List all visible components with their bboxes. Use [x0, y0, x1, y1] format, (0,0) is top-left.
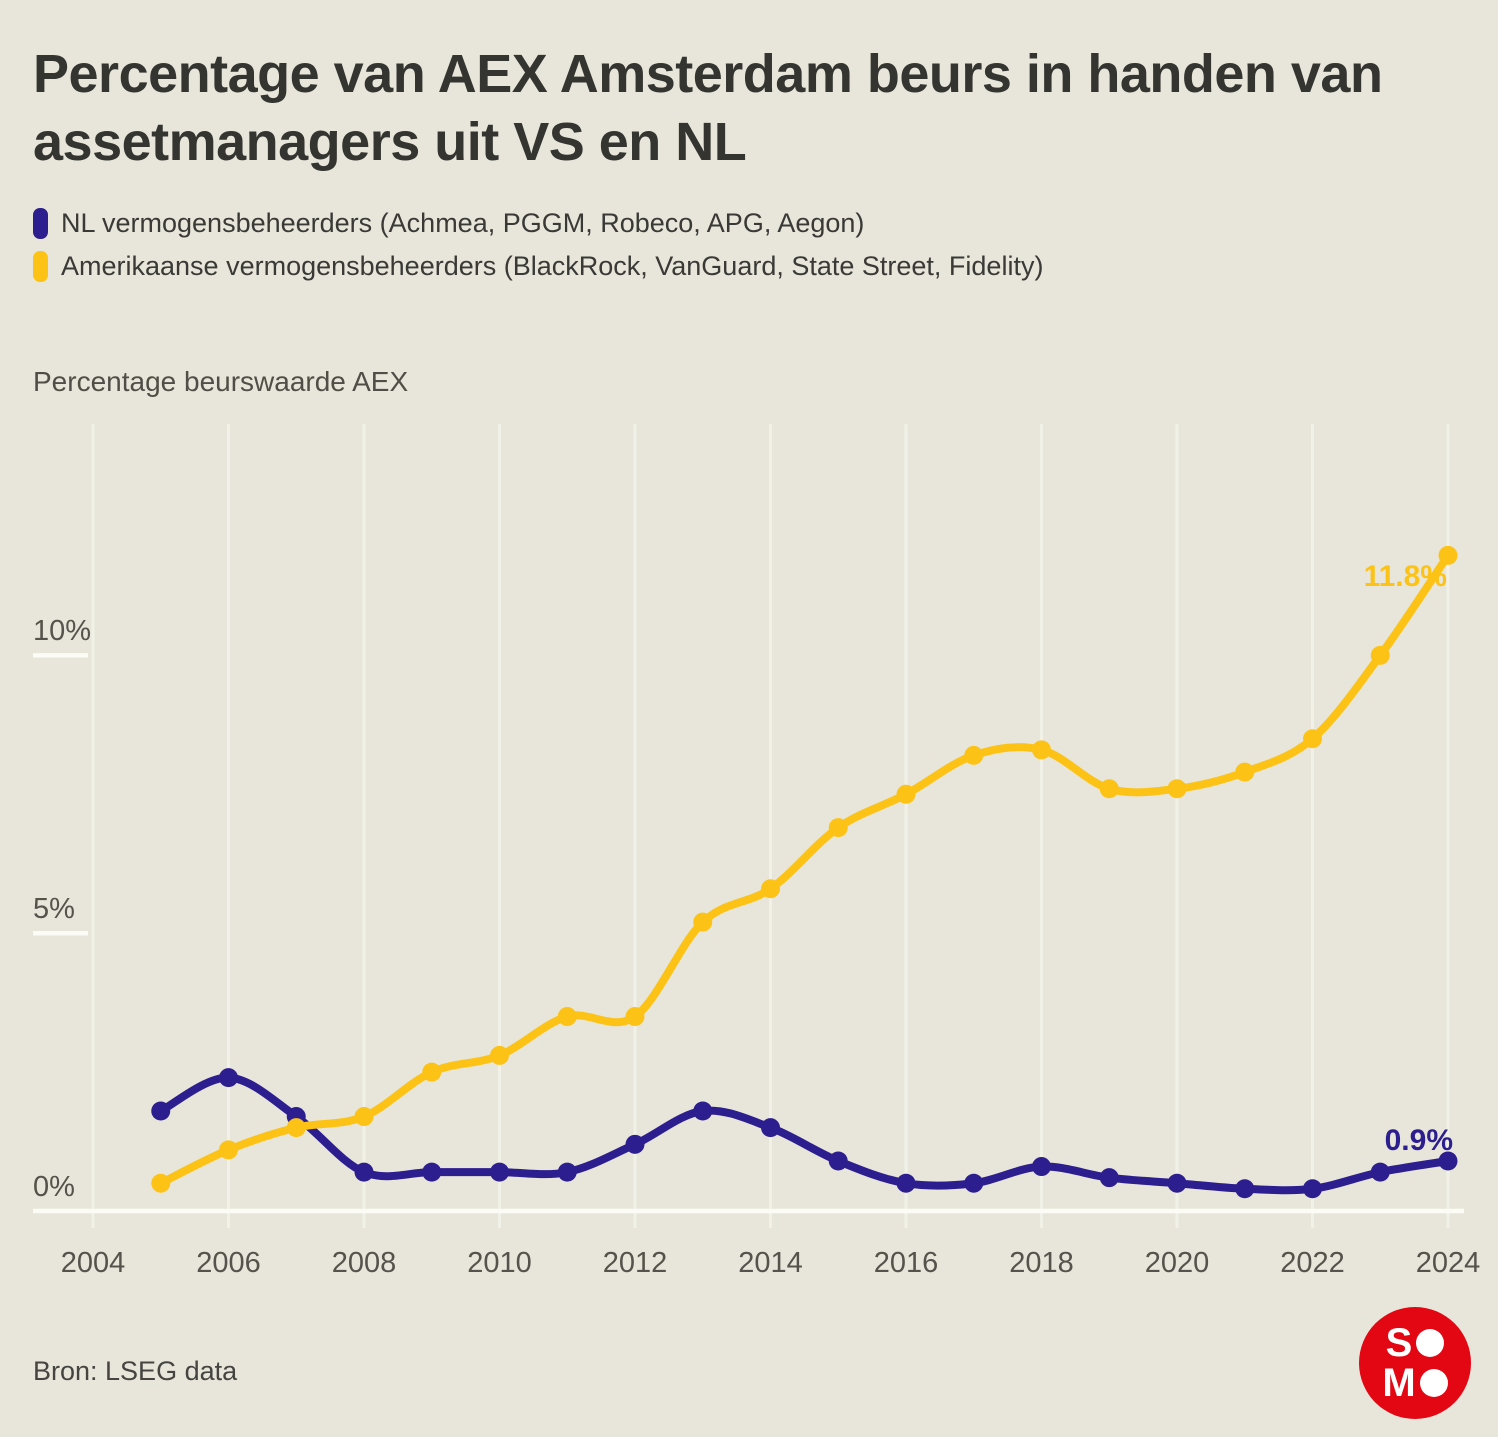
series-dot-us-2017 — [964, 745, 984, 765]
series-dot-nl-2024 — [1438, 1151, 1458, 1171]
y-axis-title: Percentage beurswaarde AEX — [33, 366, 409, 397]
series-dot-us-2014 — [761, 879, 780, 899]
x-axis-label-2014: 2014 — [738, 1247, 803, 1279]
x-axis-label-2006: 2006 — [196, 1247, 261, 1279]
somo-logo-letter-s: S — [1385, 1321, 1414, 1365]
x-axis-label-2010: 2010 — [467, 1247, 532, 1279]
series-dot-nl-2018 — [1032, 1157, 1051, 1177]
series-dot-nl-2005 — [151, 1101, 171, 1121]
y-axis-label-0%: 0% — [33, 1171, 75, 1203]
legend-item-us: Amerikaanse vermogensbeheerders (BlackRo… — [33, 249, 1043, 283]
legend-label-us: Amerikaanse vermogensbeheerders (BlackRo… — [61, 250, 1044, 281]
series-dot-us-2009 — [422, 1062, 442, 1082]
series-dot-nl-2009 — [422, 1162, 442, 1182]
series-dot-us-2024 — [1438, 545, 1458, 565]
series-dot-us-2006 — [219, 1140, 238, 1160]
series-dot-nl-2022 — [1303, 1179, 1322, 1199]
series-dot-nl-2008 — [354, 1162, 374, 1182]
somo-logo-o-icon — [1419, 1369, 1448, 1397]
series-dot-nl-2010 — [490, 1162, 509, 1182]
series-dot-nl-2019 — [1099, 1168, 1119, 1188]
series-dot-nl-2013 — [693, 1101, 713, 1121]
series-dot-us-2020 — [1167, 779, 1187, 799]
x-axis-label-2022: 2022 — [1280, 1247, 1345, 1279]
end-label-us: 11.8% — [1363, 560, 1447, 593]
legend-swatch-us — [33, 250, 48, 282]
x-axis-label-2018: 2018 — [1009, 1247, 1074, 1279]
series-dot-nl-2023 — [1370, 1162, 1390, 1182]
series-dot-nl-2021 — [1235, 1179, 1255, 1199]
legend-swatch-nl — [33, 207, 48, 239]
somo-logo-o-icon — [1416, 1329, 1445, 1357]
series-dot-us-2016 — [896, 784, 916, 804]
x-axis-label-2016: 2016 — [873, 1247, 939, 1279]
page-title: Percentage van AEX Amsterdam beurs in ha… — [33, 44, 1383, 173]
series-line-nl — [156, 1073, 1452, 1195]
legend: NL vermogensbeheerders (Achmea, PGGM, Ro… — [33, 206, 1043, 283]
x-axis-label-2020: 2020 — [1144, 1247, 1210, 1279]
y-axis-label-10%: 10% — [33, 615, 92, 648]
x-axis-label-2004: 2004 — [60, 1247, 126, 1279]
series-dot-us-2018 — [1032, 740, 1051, 760]
series-line-us — [156, 551, 1452, 1188]
series-dot-us-2007 — [286, 1118, 306, 1138]
series-dot-us-2019 — [1099, 779, 1119, 799]
somo-logo: S M — [1359, 1307, 1471, 1419]
series-dot-us-2023 — [1370, 645, 1390, 665]
series-dot-us-2012 — [625, 1007, 645, 1027]
series-dot-nl-2016 — [896, 1173, 916, 1193]
somo-logo-row-2: M — [1382, 1361, 1448, 1405]
series-dot-nl-2020 — [1167, 1173, 1187, 1193]
series-dot-us-2010 — [490, 1045, 509, 1065]
legend-label-nl: NL vermogensbeheerders (Achmea, PGGM, Ro… — [61, 207, 865, 238]
somo-logo-letter-m: M — [1382, 1361, 1417, 1405]
x-axis-label-2012: 2012 — [602, 1247, 668, 1279]
series-dot-nl-2011 — [557, 1162, 577, 1182]
series-dot-nl-2017 — [964, 1173, 984, 1193]
series-dot-nl-2015 — [828, 1151, 848, 1171]
legend-item-nl: NL vermogensbeheerders (Achmea, PGGM, Ro… — [33, 206, 1043, 240]
series-dot-us-2022 — [1303, 729, 1322, 749]
end-label-nl: 0.9% — [1384, 1124, 1453, 1157]
series-dot-us-2013 — [693, 912, 713, 932]
series-dot-us-2011 — [557, 1007, 577, 1027]
series-dot-us-2008 — [354, 1107, 374, 1127]
somo-logo-row-1: S — [1385, 1321, 1445, 1365]
series-dot-us-2015 — [828, 818, 848, 838]
series-dot-us-2005 — [151, 1173, 171, 1193]
x-axis-label-2008: 2008 — [331, 1247, 397, 1279]
series-dot-nl-2006 — [219, 1068, 238, 1088]
series-dot-us-2021 — [1235, 762, 1255, 782]
series-dot-nl-2012 — [625, 1134, 645, 1154]
y-axis-label-5%: 5% — [33, 893, 75, 926]
series-dot-nl-2014 — [761, 1118, 780, 1138]
source-note: Bron: LSEG data — [33, 1356, 238, 1386]
x-axis-label-2024: 2024 — [1415, 1247, 1481, 1279]
